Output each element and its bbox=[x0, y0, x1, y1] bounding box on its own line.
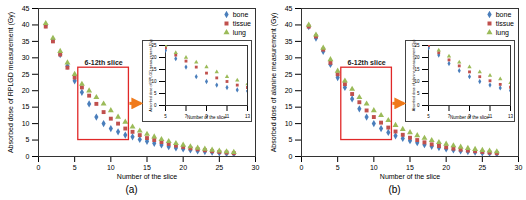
svg-text:0: 0 bbox=[26, 153, 30, 160]
svg-text:20: 20 bbox=[414, 54, 420, 60]
html-text:tissue: tissue bbox=[495, 20, 514, 27]
svg-text:Absorbed dose of RPLGD measure: Absorbed dose of RPLGD measurement (Gy) bbox=[149, 39, 153, 112]
svg-text:25: 25 bbox=[285, 71, 293, 78]
svg-text:30: 30 bbox=[285, 54, 293, 61]
html-text:(a): (a) bbox=[125, 184, 138, 195]
svg-text:10: 10 bbox=[285, 120, 293, 127]
svg-text:5: 5 bbox=[427, 114, 430, 119]
svg-text:40: 40 bbox=[285, 21, 293, 28]
svg-text:6-12th slice: 6-12th slice bbox=[85, 59, 123, 66]
svg-text:15: 15 bbox=[406, 164, 414, 171]
svg-text:15: 15 bbox=[414, 66, 420, 72]
svg-text:10: 10 bbox=[414, 78, 420, 84]
svg-text:25: 25 bbox=[215, 164, 223, 171]
svg-text:20: 20 bbox=[442, 164, 450, 171]
svg-text:15: 15 bbox=[285, 103, 293, 110]
svg-text:0: 0 bbox=[300, 164, 304, 171]
svg-text:0: 0 bbox=[289, 153, 293, 160]
svg-text:25: 25 bbox=[22, 71, 30, 78]
svg-text:15: 15 bbox=[151, 66, 157, 72]
svg-text:0: 0 bbox=[154, 103, 157, 108]
html-text:lung: lung bbox=[495, 29, 509, 36]
svg-text:15: 15 bbox=[22, 103, 30, 110]
svg-text:0: 0 bbox=[37, 164, 41, 171]
svg-text:Number of the slice: Number of the slice bbox=[117, 173, 177, 180]
svg-text:20: 20 bbox=[285, 87, 293, 94]
svg-text:20: 20 bbox=[22, 87, 30, 94]
svg-text:Number of the slice: Number of the slice bbox=[187, 115, 226, 120]
svg-text:11: 11 bbox=[224, 113, 230, 119]
svg-text:Number of the slice: Number of the slice bbox=[450, 115, 489, 120]
svg-text:40: 40 bbox=[22, 21, 30, 28]
svg-text:15: 15 bbox=[143, 164, 151, 171]
svg-text:45: 45 bbox=[22, 5, 30, 12]
html-text:(b): (b) bbox=[388, 184, 401, 195]
svg-text:Absorbed dose of alanine measu: Absorbed dose of alanine measurement (Gy… bbox=[270, 13, 278, 153]
svg-text:20: 20 bbox=[179, 164, 187, 171]
svg-text:Absorbed dose of alanine measu: Absorbed dose of alanine measurement (Gy… bbox=[412, 40, 416, 112]
svg-text:5: 5 bbox=[289, 136, 293, 143]
svg-text:35: 35 bbox=[22, 38, 30, 45]
svg-text:25: 25 bbox=[414, 42, 420, 48]
svg-text:10: 10 bbox=[370, 164, 378, 171]
svg-text:5: 5 bbox=[417, 91, 420, 96]
svg-text:25: 25 bbox=[151, 42, 157, 48]
svg-text:10: 10 bbox=[151, 78, 157, 84]
svg-text:13: 13 bbox=[508, 114, 514, 119]
svg-text:25: 25 bbox=[478, 164, 486, 171]
svg-text:5: 5 bbox=[73, 164, 77, 171]
svg-text:10: 10 bbox=[22, 120, 30, 127]
svg-text:0: 0 bbox=[417, 103, 420, 108]
svg-text:11: 11 bbox=[487, 113, 493, 119]
svg-text:30: 30 bbox=[252, 164, 260, 171]
svg-text:5: 5 bbox=[154, 91, 157, 96]
svg-text:5: 5 bbox=[336, 164, 340, 171]
svg-text:6-12th slice: 6-12th slice bbox=[348, 59, 386, 66]
svg-text:30: 30 bbox=[22, 54, 30, 61]
svg-text:5: 5 bbox=[164, 114, 167, 119]
svg-text:Absorbed dose of RPLGD measure: Absorbed dose of RPLGD measurement (Gy) bbox=[7, 12, 15, 153]
svg-text:Number of the slice: Number of the slice bbox=[380, 173, 440, 180]
html-text:bone: bone bbox=[495, 11, 512, 18]
svg-text:30: 30 bbox=[515, 164, 523, 171]
html-text:lung: lung bbox=[232, 29, 246, 36]
svg-text:13: 13 bbox=[245, 114, 251, 119]
svg-text:5: 5 bbox=[26, 136, 30, 143]
html-text:tissue: tissue bbox=[232, 20, 251, 27]
svg-text:10: 10 bbox=[107, 164, 115, 171]
svg-text:45: 45 bbox=[285, 5, 293, 12]
svg-text:20: 20 bbox=[151, 54, 157, 60]
html-text:bone: bone bbox=[232, 11, 249, 18]
svg-text:35: 35 bbox=[285, 38, 293, 45]
